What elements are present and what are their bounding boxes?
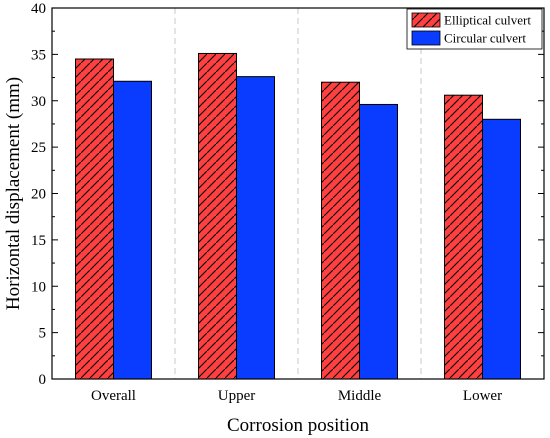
y-axis: 0 5 10 15 20 25 30 35 40 — [31, 1, 544, 388]
bar-circular-middle — [359, 103, 398, 380]
y-tick-label: 5 — [39, 326, 47, 342]
legend-swatch-elliptical — [411, 12, 441, 28]
y-tick-label: 10 — [31, 279, 46, 295]
y-tick-label: 15 — [31, 233, 46, 249]
legend: Elliptical culvert Circular culvert — [406, 8, 543, 50]
bar-circular-overall — [113, 80, 152, 380]
bar-circular-upper — [236, 76, 275, 380]
x-tick-label: Overall — [91, 388, 136, 404]
x-tick-label: Lower — [463, 388, 502, 404]
x-tick-label: Upper — [218, 388, 256, 404]
bar-elliptical-middle — [321, 81, 360, 380]
x-axis: Overall Upper Middle Lower — [91, 374, 502, 404]
x-tick-label: Middle — [338, 388, 382, 404]
bar-elliptical-lower — [444, 94, 483, 380]
legend-label-elliptical: Elliptical culvert — [444, 13, 531, 28]
bar-elliptical-upper — [198, 52, 237, 380]
category-separators — [174, 8, 422, 379]
legend-swatch-circular — [411, 30, 441, 46]
y-tick-label: 30 — [31, 94, 46, 110]
bar-series — [75, 52, 521, 380]
bar-elliptical-overall — [75, 58, 114, 380]
y-tick-label: 20 — [31, 187, 46, 203]
y-tick-label: 0 — [39, 372, 47, 388]
y-tick-label: 40 — [31, 1, 46, 17]
y-tick-label: 35 — [31, 47, 46, 63]
legend-label-circular: Circular culvert — [444, 31, 526, 46]
y-tick-label: 25 — [31, 140, 46, 156]
y-axis-title: Horizontal displacement (mm) — [3, 77, 24, 310]
x-axis-title: Corrosion position — [227, 415, 369, 436]
bar-circular-lower — [482, 118, 521, 380]
